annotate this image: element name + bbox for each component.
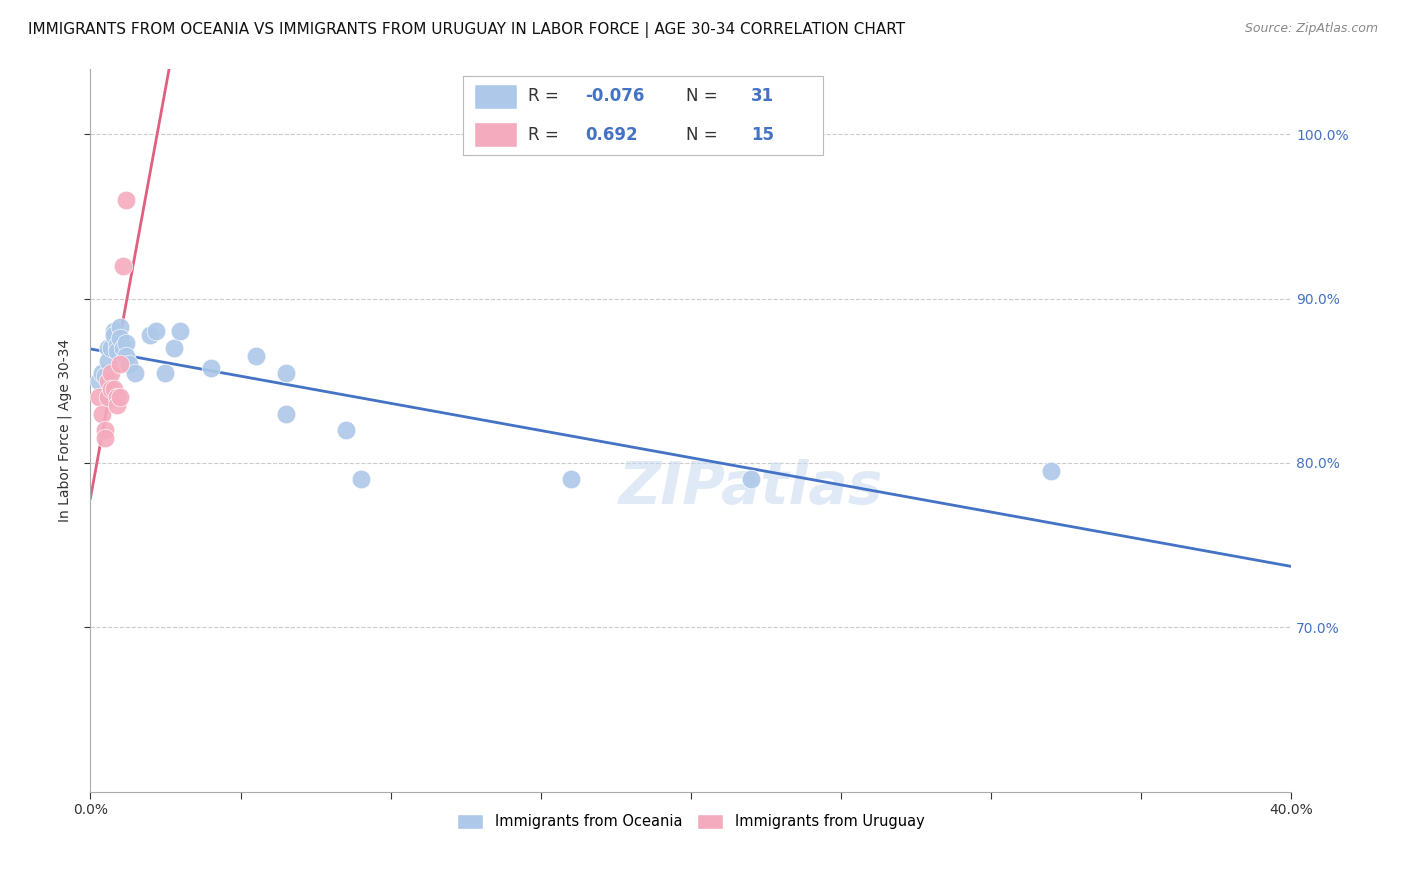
Text: ZIPatlas: ZIPatlas [619, 459, 883, 516]
Point [200, 360, 222, 375]
Point [91, 366, 114, 380]
Point [97, 354, 120, 368]
Point [94, 431, 117, 445]
Point [139, 327, 162, 342]
Point [110, 331, 132, 345]
Point [245, 349, 267, 363]
Point [100, 382, 122, 396]
Point [100, 366, 122, 380]
Point [107, 390, 129, 404]
Text: IMMIGRANTS FROM OCEANIA VS IMMIGRANTS FROM URUGUAY IN LABOR FORCE | AGE 30-34 CO: IMMIGRANTS FROM OCEANIA VS IMMIGRANTS FR… [28, 22, 905, 38]
Point [112, 341, 135, 355]
Point [335, 423, 357, 437]
Point [89, 390, 111, 404]
Point [91, 407, 114, 421]
Point [94, 368, 117, 383]
Point [115, 349, 138, 363]
Point [740, 472, 762, 486]
Point [103, 382, 125, 396]
Point [1040, 464, 1063, 478]
Point [145, 325, 167, 339]
Point [274, 366, 297, 380]
Point [115, 335, 138, 350]
Legend: Immigrants from Oceania, Immigrants from Uruguay: Immigrants from Oceania, Immigrants from… [451, 808, 931, 835]
Point [110, 390, 132, 404]
Point [274, 407, 297, 421]
Point [94, 423, 117, 437]
Point [97, 341, 120, 355]
Point [89, 374, 111, 388]
Text: Source: ZipAtlas.com: Source: ZipAtlas.com [1244, 22, 1378, 36]
Point [115, 193, 138, 207]
Point [97, 390, 120, 404]
Point [107, 337, 129, 351]
Point [97, 374, 120, 388]
Point [118, 357, 141, 371]
Point [103, 327, 125, 342]
Point [349, 472, 371, 486]
Point [560, 472, 582, 486]
Point [124, 366, 146, 380]
Point [110, 357, 132, 371]
Point [169, 325, 191, 339]
Y-axis label: In Labor Force | Age 30-34: In Labor Force | Age 30-34 [58, 338, 72, 522]
Point [107, 344, 129, 359]
Point [112, 259, 135, 273]
Point [103, 325, 125, 339]
Point [110, 319, 132, 334]
Point [107, 399, 129, 413]
Point [163, 341, 186, 355]
Point [100, 341, 122, 355]
Point [155, 366, 177, 380]
